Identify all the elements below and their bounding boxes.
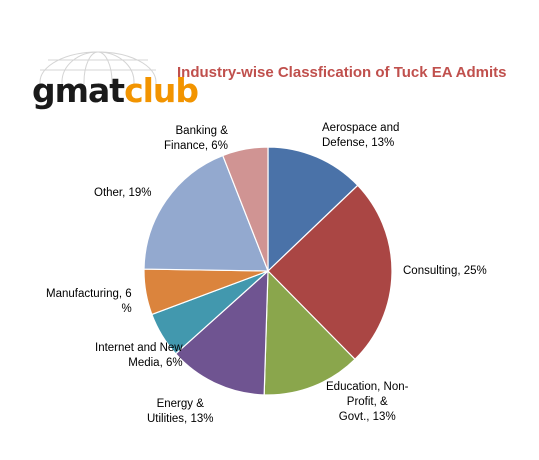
slice-label-line: Aerospace and xyxy=(322,122,400,134)
slice-label: Banking & Finance, 6% xyxy=(164,124,228,154)
slice-label-line: Profit, & xyxy=(346,395,388,408)
slice-label-line: Defense, 13% xyxy=(322,136,395,149)
slice-label-line: Utilities, 13% xyxy=(147,412,214,425)
gmatclub-logo: gmatclub xyxy=(28,48,199,108)
slice-label: Consulting, 25% xyxy=(403,264,487,279)
pie-slice-energy-utilities xyxy=(174,269,269,396)
slice-label: Energy & Utilities, 13% xyxy=(147,397,213,427)
pie-slice-banking-finance xyxy=(222,146,269,272)
pie-slice-education-non-profit-govt xyxy=(263,269,356,396)
slice-label-line: % xyxy=(121,302,132,315)
pie-slice-aerospace-and-defense xyxy=(267,146,359,273)
slice-label-line: Energy & xyxy=(156,398,204,410)
slice-label: Aerospace and Defense, 13% xyxy=(322,121,399,151)
logo-text-gmat: gmat xyxy=(32,71,125,110)
slice-label-line: Finance, 6% xyxy=(164,139,228,152)
slice-label-line: Internet and New xyxy=(95,342,183,354)
slice-label-line: Consulting, 25% xyxy=(403,265,487,277)
pie-slice-other xyxy=(143,154,269,272)
slice-label-line: Manufacturing, 6 xyxy=(46,288,132,300)
slice-label: Manufacturing, 6% xyxy=(46,287,132,317)
chart-title: Industry-wise Classfication of Tuck EA A… xyxy=(177,64,507,81)
logo-text: gmatclub xyxy=(32,71,199,110)
slice-label: Internet and New Media, 6% xyxy=(95,341,183,371)
slice-label-line: Education, Non- xyxy=(326,381,409,393)
pie-slice-consulting xyxy=(267,184,393,361)
logo-text-club: club xyxy=(124,71,199,110)
globe-icon xyxy=(39,51,157,84)
slice-label-line: Govt., 13% xyxy=(338,410,396,423)
slice-label: Education, Non- Profit, & Govt., 13% xyxy=(326,380,408,425)
slice-label-line: Banking & xyxy=(175,125,228,137)
slice-label: Other, 19% xyxy=(94,186,152,201)
slice-label-line: Media, 6% xyxy=(128,356,183,369)
slice-label-line: Other, 19% xyxy=(94,187,152,199)
